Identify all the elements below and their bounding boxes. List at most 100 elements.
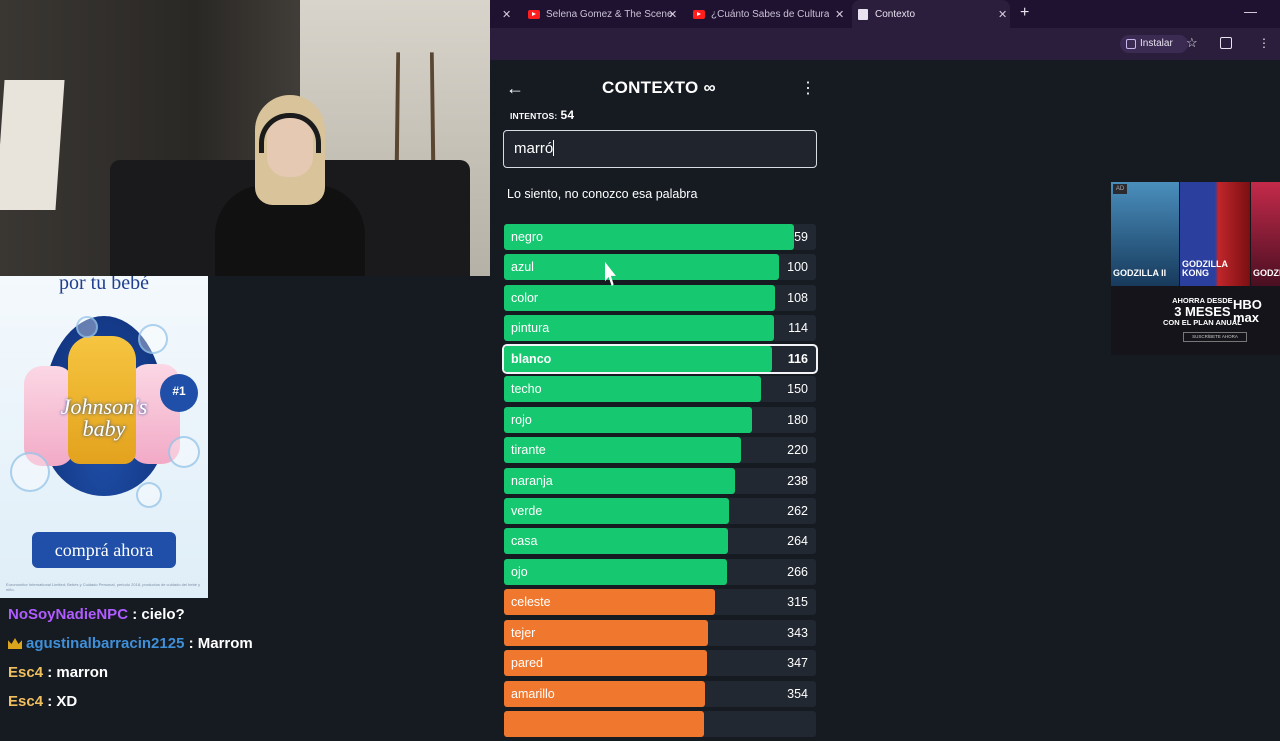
tab-title: ¿Cuánto Sabes de Cultura Gene — [711, 9, 829, 20]
guess-proximity-bar — [504, 711, 704, 737]
chat-text: : XD — [47, 693, 77, 710]
poster-title: GODZILLA KONG — [1182, 260, 1252, 278]
guess-row: pintura 114 — [504, 315, 816, 341]
side-panel-icon[interactable]: ⋮ — [1258, 36, 1270, 50]
baby-product-ad[interactable]: por tu bebé Johnson's baby #1 comprá aho… — [0, 276, 208, 598]
guess-proximity-bar — [504, 254, 779, 280]
guess-proximity-bar — [504, 528, 728, 554]
install-button[interactable]: Instalar — [1120, 35, 1188, 53]
youtube-icon — [528, 10, 540, 19]
guess-row: color 108 — [504, 285, 816, 311]
guess-rank: 347 — [787, 650, 808, 676]
guess-rank: 150 — [787, 376, 808, 402]
guess-word: techo — [511, 376, 542, 402]
guess-input[interactable]: marró — [503, 130, 817, 168]
close-icon[interactable]: ✕ — [502, 8, 511, 21]
guess-list: negro 59 azul 100 color 108 pintura 114 blanco 11… — [504, 224, 816, 741]
guess-row: casa 264 — [504, 528, 816, 554]
webcam-feed — [0, 0, 490, 276]
ad-cta-button[interactable]: comprá ahora — [32, 532, 176, 568]
chat-text: : marron — [47, 664, 108, 681]
install-label: Instalar — [1140, 38, 1173, 49]
guess-row: celeste 315 — [504, 589, 816, 615]
new-tab-icon[interactable]: + — [1020, 4, 1029, 22]
guess-word: rojo — [511, 407, 532, 433]
back-arrow-icon[interactable]: ← — [506, 78, 524, 99]
poster-title: GODZILLA II — [1113, 269, 1181, 278]
guess-word: amarillo — [511, 681, 555, 707]
chat-username[interactable]: Esc4 — [8, 664, 43, 681]
ad-fine-print: Euromonitor International Limited; Bebés… — [6, 582, 204, 592]
browser-window: ✕ Selena Gomez & The Scene - Lo ✕ ¿Cuánt… — [490, 0, 1280, 720]
hbo-max-ad[interactable]: GODZILLA II GODZILLA KONG GODZILLA AD AH… — [1111, 182, 1280, 355]
guess-word: color — [511, 285, 538, 311]
guess-word: tejer — [511, 620, 535, 646]
guess-proximity-bar — [504, 559, 727, 585]
attempts-counter: INTENTOS: 54 — [510, 108, 574, 122]
guess-word: tirante — [511, 437, 546, 463]
guess-rank: 180 — [787, 407, 808, 433]
chat-username[interactable]: NoSoyNadieNPC — [8, 606, 128, 623]
chat-text: : cielo? — [132, 606, 185, 623]
guess-word: negro — [511, 224, 543, 250]
chat-message: agustinalbarracin2125 : Marrom — [8, 629, 490, 658]
guess-row: rojo 180 — [504, 407, 816, 433]
tab-selena-gomez[interactable]: Selena Gomez & The Scene - Lo ✕ — [528, 0, 678, 28]
poster-godzilla-ii: GODZILLA II — [1111, 182, 1179, 286]
guess-row: azul 100 — [504, 254, 816, 280]
guess-rank: 238 — [787, 468, 808, 494]
bubble — [10, 452, 50, 492]
guess-row — [504, 711, 816, 737]
bookmark-star-icon[interactable]: ☆ — [1186, 35, 1198, 51]
chat-message: Esc4 : marron — [8, 658, 490, 687]
guess-word: casa — [511, 528, 537, 554]
attempts-value: 54 — [560, 108, 574, 122]
guess-rank: 59 — [794, 224, 808, 250]
guess-word: azul — [511, 254, 534, 280]
guess-rank: 114 — [788, 315, 808, 341]
game-title: CONTEXTO ∞ — [602, 78, 716, 98]
install-icon — [1126, 39, 1136, 49]
tab-strip: ✕ Selena Gomez & The Scene - Lo ✕ ¿Cuánt… — [490, 0, 1280, 28]
guess-word: pintura — [511, 315, 549, 341]
guess-rank: 262 — [787, 498, 808, 524]
guess-row: naranja 238 — [504, 468, 816, 494]
chat-username[interactable]: Esc4 — [8, 693, 43, 710]
ad-tagline: por tu bebé — [0, 276, 208, 295]
chat-username[interactable]: agustinalbarracin2125 — [26, 635, 184, 652]
guess-row: tejer 343 — [504, 620, 816, 646]
poster-title: GODZILLA — [1253, 269, 1280, 278]
guess-rank: 343 — [787, 620, 808, 646]
guess-row: ojo 266 — [504, 559, 816, 585]
text-caret — [553, 140, 554, 156]
close-icon[interactable]: ✕ — [998, 8, 1007, 21]
guess-proximity-bar — [504, 376, 761, 402]
bubble — [76, 316, 98, 338]
guess-word: naranja — [511, 468, 553, 494]
promo-big: 3 MESES — [1163, 305, 1242, 318]
minimize-icon[interactable]: — — [1244, 4, 1257, 19]
guess-row: pared 347 — [504, 650, 816, 676]
extensions-icon[interactable] — [1220, 37, 1232, 49]
close-icon[interactable]: ✕ — [668, 8, 677, 21]
guess-word: ojo — [511, 559, 528, 585]
poster-godzilla: GODZILLA — [1251, 182, 1280, 286]
guess-rank: 354 — [787, 681, 808, 707]
guess-row: negro 59 — [504, 224, 816, 250]
tab-cultura-general[interactable]: ¿Cuánto Sabes de Cultura Gene ✕ — [693, 0, 843, 28]
tab-contexto[interactable]: Contexto ✕ — [852, 0, 1010, 28]
chat-message: NoSoyNadieNPC : cielo? — [8, 600, 490, 629]
streamer — [215, 95, 365, 276]
more-options-icon[interactable]: ⋮ — [800, 78, 816, 98]
guess-word: verde — [511, 498, 542, 524]
chat-text: : Marrom — [189, 635, 253, 652]
guess-word: pared — [511, 650, 543, 676]
bubble — [168, 436, 200, 468]
guess-rank: 264 — [787, 528, 808, 554]
guess-word: celeste — [511, 589, 551, 615]
subscribe-button[interactable]: SUSCRÍBETE AHORA — [1183, 332, 1247, 342]
youtube-icon — [693, 10, 705, 19]
close-icon[interactable]: ✕ — [835, 8, 844, 21]
tab-title: Selena Gomez & The Scene - Lo — [546, 9, 676, 20]
ad-badge: #1 — [160, 374, 198, 412]
